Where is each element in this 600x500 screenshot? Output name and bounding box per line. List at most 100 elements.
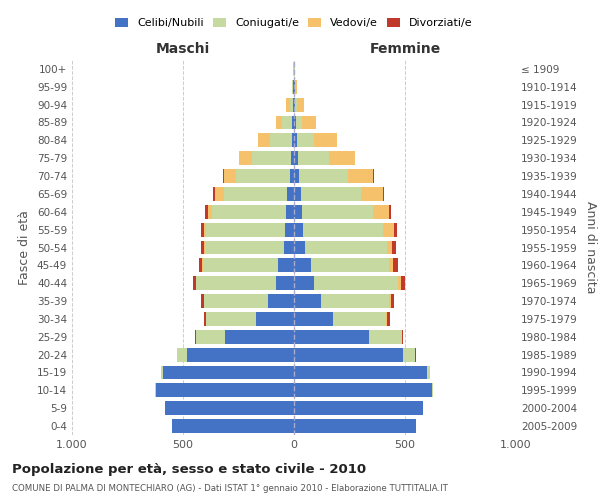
Bar: [394, 258, 398, 272]
Bar: [294, 366, 427, 380]
Bar: [389, 258, 394, 272]
Bar: [205, 205, 208, 219]
Bar: [165, 401, 294, 415]
Bar: [294, 240, 305, 254]
Bar: [314, 276, 398, 290]
Bar: [370, 330, 401, 344]
Bar: [214, 187, 215, 201]
Bar: [290, 151, 294, 165]
Bar: [282, 116, 292, 130]
Bar: [295, 98, 297, 112]
Bar: [205, 240, 284, 254]
Bar: [215, 187, 224, 201]
Bar: [361, 187, 383, 201]
Bar: [403, 348, 415, 362]
Bar: [298, 151, 329, 165]
Bar: [276, 276, 294, 290]
Bar: [208, 205, 212, 219]
Bar: [294, 401, 423, 415]
Bar: [178, 348, 187, 362]
Bar: [394, 222, 397, 236]
Bar: [294, 276, 314, 290]
Bar: [386, 312, 387, 326]
Bar: [161, 366, 163, 380]
Bar: [290, 98, 293, 112]
Bar: [287, 187, 294, 201]
Bar: [286, 205, 294, 219]
Bar: [297, 98, 304, 112]
Text: Popolazione per età, sesso e stato civile - 2010: Popolazione per età, sesso e stato civil…: [12, 462, 366, 475]
Bar: [292, 80, 293, 94]
Bar: [314, 134, 337, 147]
Text: Femmine: Femmine: [370, 42, 440, 56]
Bar: [294, 80, 295, 94]
Bar: [268, 294, 294, 308]
Bar: [294, 384, 431, 398]
Bar: [398, 276, 401, 290]
Bar: [294, 294, 320, 308]
Bar: [225, 330, 294, 344]
Bar: [163, 366, 294, 380]
Y-axis label: Anni di nascita: Anni di nascita: [584, 201, 597, 294]
Legend: Celibi/Nubili, Coniugati/e, Vedovi/e, Divorziati/e: Celibi/Nubili, Coniugati/e, Vedovi/e, Di…: [111, 13, 477, 32]
Bar: [204, 294, 268, 308]
Bar: [252, 151, 290, 165]
Bar: [383, 187, 385, 201]
Bar: [293, 98, 294, 112]
Bar: [204, 240, 205, 254]
Bar: [333, 312, 386, 326]
Bar: [294, 98, 295, 112]
Bar: [290, 169, 294, 183]
Bar: [284, 240, 294, 254]
Bar: [387, 240, 392, 254]
Bar: [294, 169, 299, 183]
Bar: [294, 187, 301, 201]
Text: Maschi: Maschi: [156, 42, 210, 56]
Bar: [206, 312, 256, 326]
Bar: [373, 205, 389, 219]
Bar: [292, 116, 294, 130]
Bar: [155, 384, 157, 398]
Bar: [427, 366, 430, 380]
Bar: [202, 258, 203, 272]
Bar: [387, 312, 390, 326]
Bar: [389, 205, 391, 219]
Bar: [275, 116, 282, 130]
Bar: [202, 222, 204, 236]
Bar: [294, 258, 311, 272]
Bar: [294, 330, 370, 344]
Text: COMUNE DI PALMA DI MONTECHIARO (AG) - Dati ISTAT 1° gennaio 2010 - Elaborazione : COMUNE DI PALMA DI MONTECHIARO (AG) - Da…: [12, 484, 448, 493]
Bar: [295, 80, 297, 94]
Bar: [223, 169, 224, 183]
Bar: [224, 187, 287, 201]
Bar: [195, 330, 196, 344]
Bar: [202, 294, 203, 308]
Bar: [294, 205, 302, 219]
Bar: [269, 134, 292, 147]
Bar: [157, 384, 294, 398]
Bar: [383, 222, 394, 236]
Bar: [294, 116, 296, 130]
Bar: [204, 222, 206, 236]
Bar: [373, 169, 374, 183]
Bar: [296, 116, 302, 130]
Bar: [199, 258, 202, 272]
Bar: [203, 258, 278, 272]
Bar: [301, 187, 361, 201]
Bar: [286, 98, 290, 112]
Bar: [401, 276, 406, 290]
Bar: [293, 80, 294, 94]
Bar: [285, 222, 294, 236]
Bar: [311, 258, 389, 272]
Bar: [278, 258, 294, 272]
Y-axis label: Fasce di età: Fasce di età: [19, 210, 31, 285]
Bar: [239, 151, 252, 165]
Bar: [389, 294, 391, 308]
Bar: [202, 240, 204, 254]
Bar: [305, 240, 387, 254]
Bar: [294, 151, 298, 165]
Bar: [193, 276, 196, 290]
Bar: [206, 222, 285, 236]
Bar: [296, 134, 314, 147]
Bar: [292, 134, 294, 147]
